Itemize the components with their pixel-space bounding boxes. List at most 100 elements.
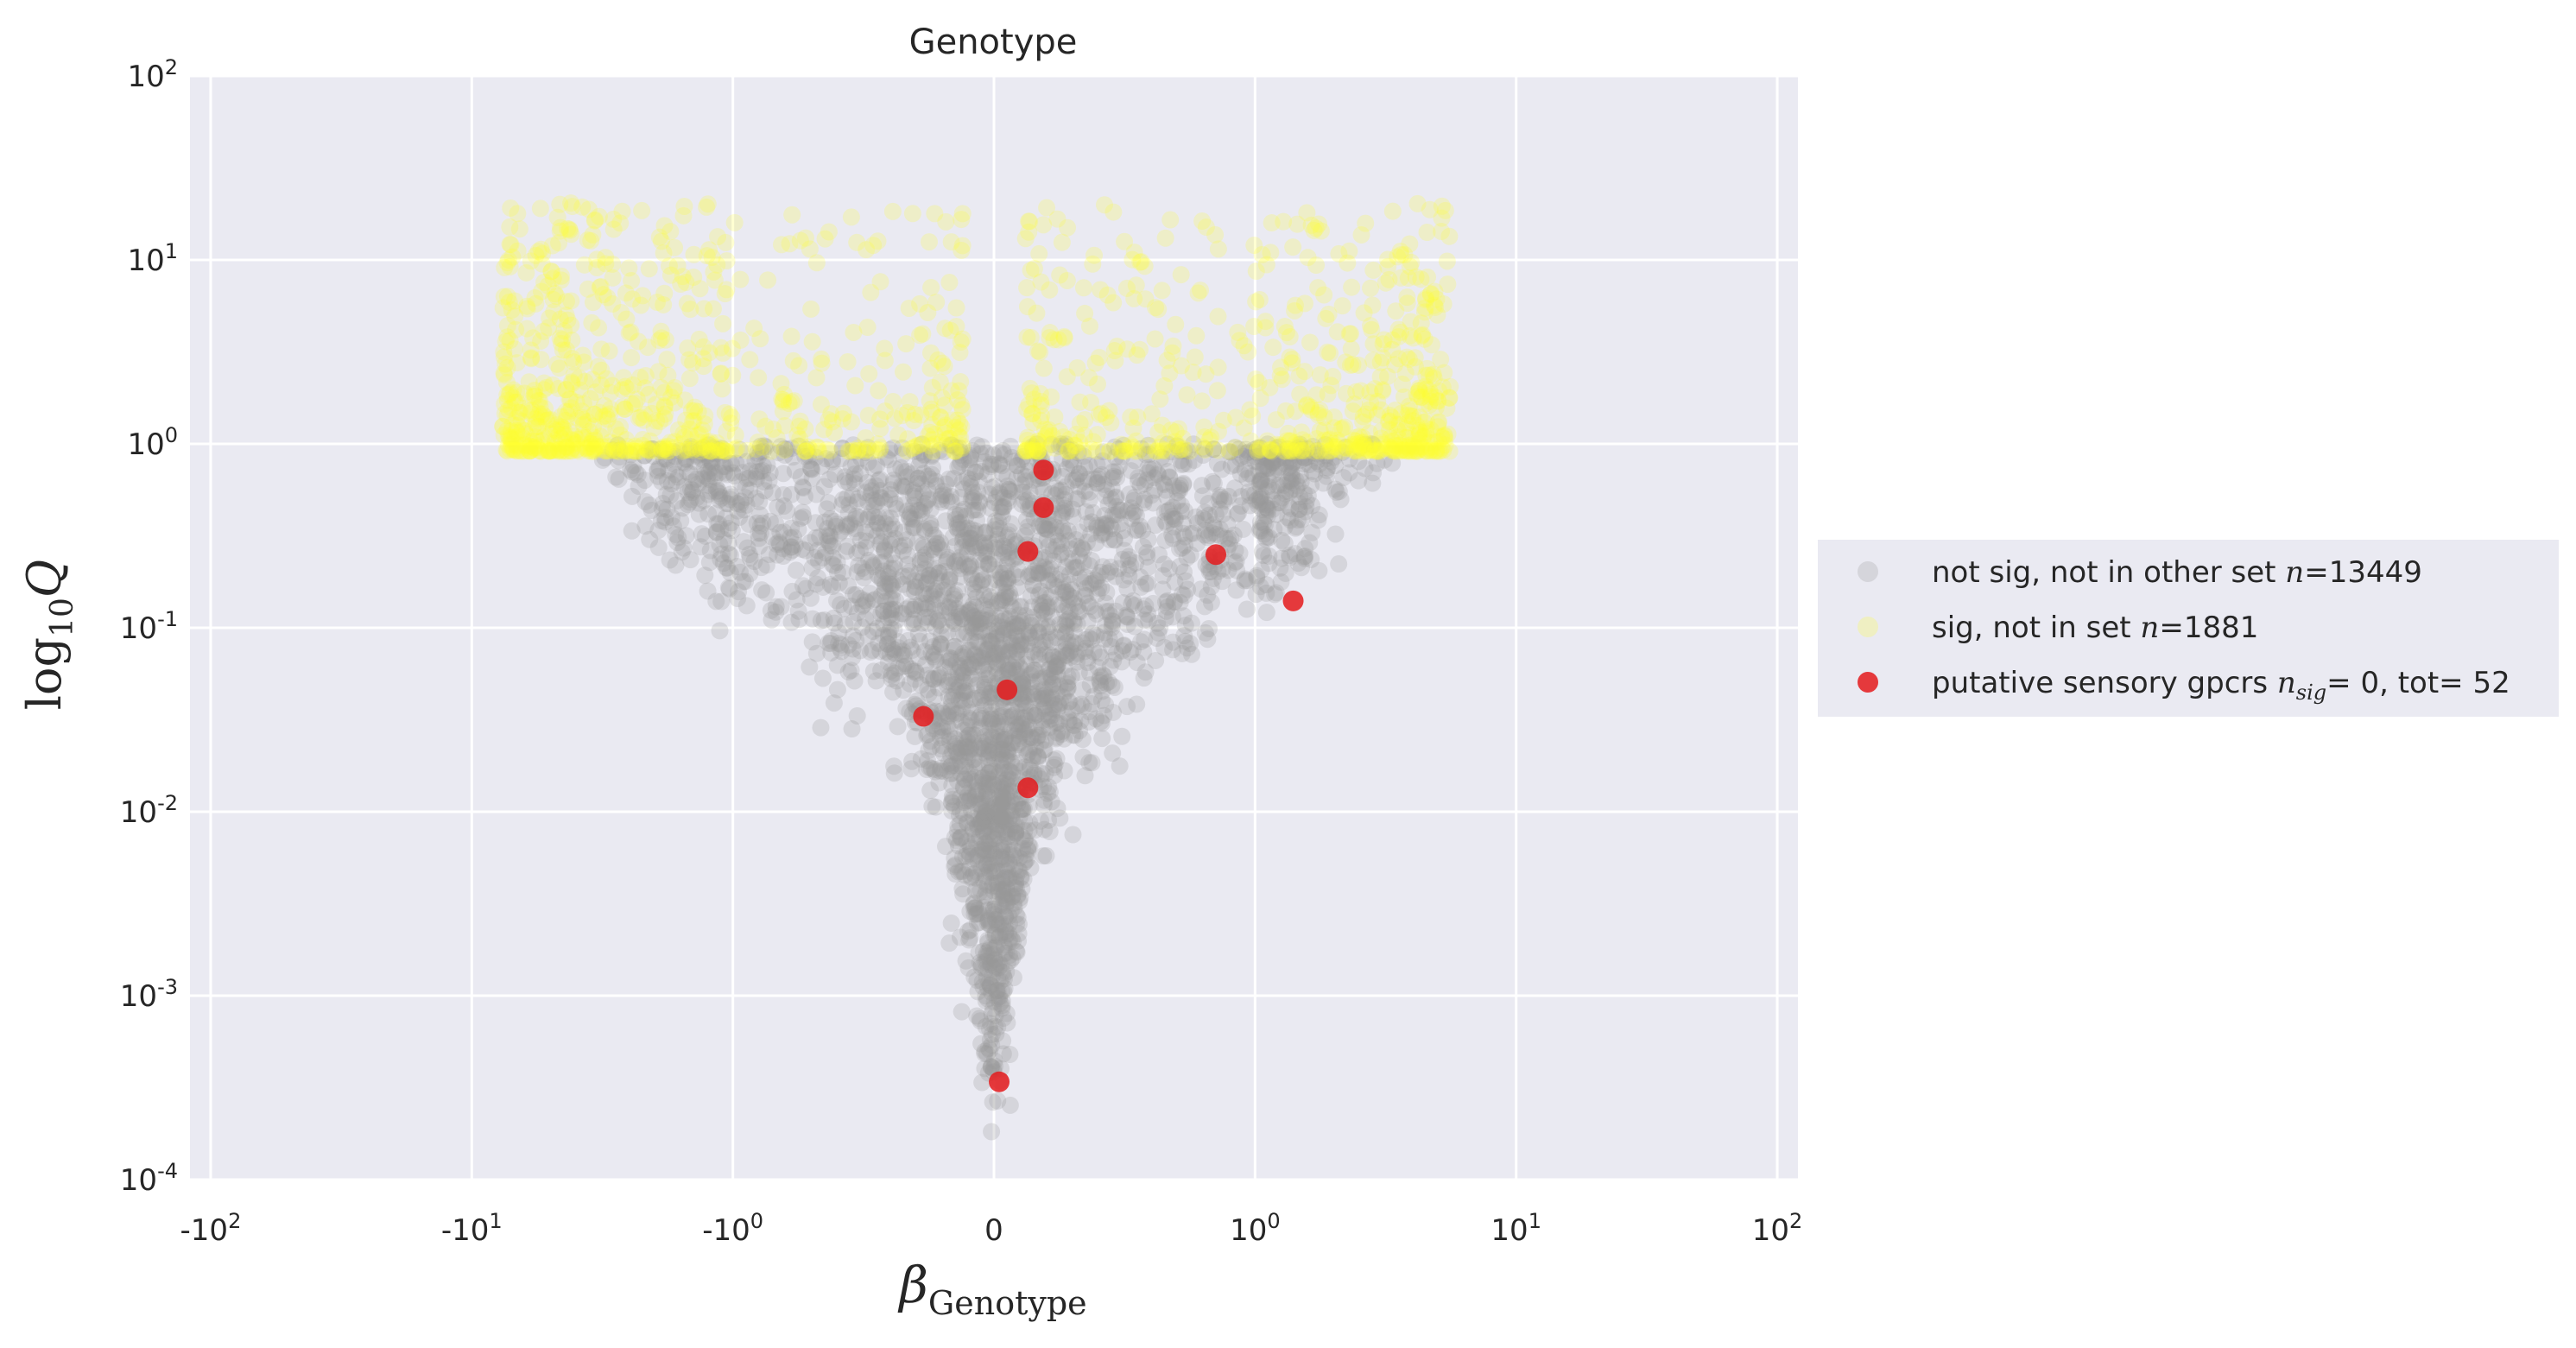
- grey-point: [1031, 596, 1049, 614]
- grey-point: [985, 796, 1003, 814]
- grey-point: [908, 664, 926, 682]
- grey-point: [719, 534, 737, 552]
- grey-point: [1251, 447, 1269, 465]
- yellow-point: [1051, 266, 1069, 284]
- grey-point: [1040, 811, 1058, 829]
- grey-point: [669, 528, 687, 547]
- grey-point: [1126, 503, 1144, 521]
- grey-point: [1295, 549, 1313, 567]
- grey-point: [814, 578, 832, 596]
- grey-point: [919, 491, 937, 509]
- grey-point: [975, 544, 993, 562]
- grey-point: [1306, 465, 1324, 483]
- grey-point: [1062, 636, 1080, 655]
- grey-point: [972, 1012, 990, 1030]
- grey-point: [1326, 480, 1345, 498]
- grey-point: [1174, 524, 1193, 542]
- grey-point: [1128, 695, 1146, 713]
- yellow-point: [919, 303, 937, 321]
- grey-point: [693, 525, 711, 543]
- grey-point: [1043, 691, 1061, 709]
- yellow-point: [914, 325, 932, 343]
- yellow-point: [1245, 318, 1263, 336]
- grey-point: [622, 446, 640, 464]
- grey-point: [952, 446, 970, 465]
- grey-point: [953, 667, 972, 685]
- grey-point: [857, 444, 875, 462]
- grey-point: [1175, 586, 1193, 604]
- grey-point: [797, 541, 815, 560]
- grey-point: [981, 1031, 999, 1049]
- grey-point: [979, 731, 997, 749]
- grey-point: [1060, 566, 1079, 584]
- grey-point: [1299, 487, 1317, 505]
- grey-point: [794, 503, 812, 522]
- grey-point: [1364, 474, 1382, 492]
- grey-point: [955, 737, 973, 755]
- yellow-point: [1393, 375, 1411, 393]
- grey-point: [1013, 465, 1031, 484]
- grey-point: [987, 694, 1005, 712]
- yellow-point: [655, 217, 674, 235]
- grey-point: [1047, 714, 1065, 732]
- yellow-point: [1247, 293, 1265, 311]
- grey-point: [1161, 468, 1179, 486]
- grey-point: [1206, 505, 1225, 523]
- yellow-point: [1383, 202, 1402, 220]
- grey-point: [629, 465, 647, 484]
- grey-point: [1106, 506, 1124, 524]
- grey-point: [838, 542, 856, 560]
- grey-point: [1016, 821, 1034, 839]
- yellow-point: [1178, 386, 1196, 404]
- grey-point: [953, 672, 972, 690]
- yellow-point: [551, 195, 569, 213]
- yellow-point: [937, 212, 955, 231]
- grey-point: [904, 611, 922, 629]
- grey-point: [991, 699, 1010, 717]
- grey-point: [1332, 490, 1350, 509]
- grey-point: [1036, 731, 1054, 749]
- grey-point: [1159, 463, 1177, 481]
- grey-point: [998, 1014, 1016, 1032]
- grey-point: [801, 658, 819, 676]
- grey-point: [1006, 824, 1024, 842]
- grey-point: [753, 581, 771, 599]
- grey-point: [1023, 642, 1041, 661]
- grey-point: [970, 533, 988, 551]
- grey-point: [983, 636, 1001, 654]
- grey-point: [994, 441, 1012, 459]
- grey-point: [958, 813, 976, 832]
- grey-point: [850, 557, 868, 575]
- grey-point: [980, 915, 998, 933]
- grey-point: [959, 787, 978, 805]
- grey-point: [1254, 454, 1272, 472]
- grey-point: [981, 720, 999, 738]
- grey-point: [973, 572, 991, 590]
- grey-point: [943, 794, 961, 812]
- grey-point: [790, 611, 808, 629]
- grey-point: [950, 678, 968, 696]
- grey-point: [964, 725, 982, 744]
- x-tick-label: -100: [702, 1209, 763, 1248]
- yellow-point: [1438, 252, 1456, 270]
- grey-point: [987, 630, 1005, 648]
- yellow-point: [820, 223, 838, 241]
- yellow-point: [783, 206, 801, 224]
- grey-point: [1004, 566, 1022, 584]
- yellow-point: [845, 323, 863, 341]
- yellow-point: [1098, 286, 1117, 304]
- grey-point: [1288, 477, 1307, 495]
- grey-point: [972, 576, 990, 594]
- grey-point: [992, 924, 1010, 942]
- grey-point: [915, 568, 933, 586]
- grey-point: [1250, 489, 1269, 507]
- grey-point: [954, 528, 972, 547]
- grey-point: [721, 454, 739, 472]
- grey-point: [956, 757, 974, 775]
- yellow-point: [1321, 345, 1339, 363]
- grey-point: [1064, 826, 1082, 844]
- grey-point: [825, 694, 843, 712]
- yellow-point: [1187, 326, 1206, 345]
- grey-point: [1164, 477, 1182, 495]
- grey-point: [1066, 726, 1084, 744]
